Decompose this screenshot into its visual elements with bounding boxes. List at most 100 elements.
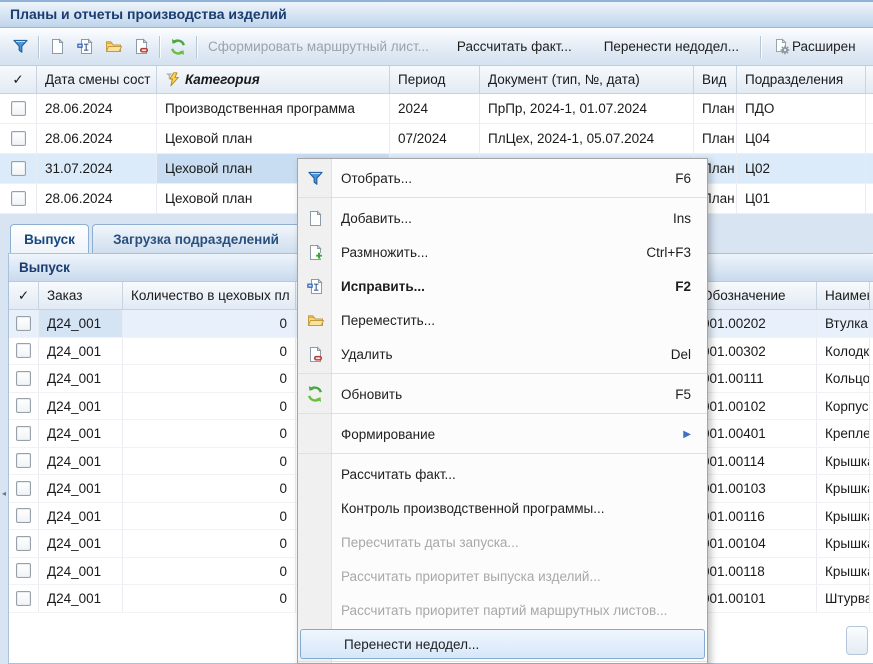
toolbar-separator [38, 35, 39, 58]
cell-name: Корпус [817, 392, 870, 419]
menu-item-refresh[interactable]: Обновить F5 ▶ [298, 377, 707, 411]
cell-document: ПрПр, 2024-1, 01.07.2024 [480, 94, 694, 123]
cell-order: Д24_001 [39, 585, 123, 612]
row-checkbox[interactable] [16, 508, 31, 524]
plans-table-row[interactable]: 28.06.2024 Цеховой план 07/2024 ПлЦех, 2… [0, 124, 873, 154]
menu-item-filter[interactable]: Отобрать... F6 ▶ [298, 161, 707, 195]
row-checkbox[interactable] [16, 315, 31, 331]
cell-date: 28.06.2024 [37, 124, 157, 153]
cell-order: Д24_001 [39, 365, 123, 392]
menu-item-shortcut: Del [670, 346, 691, 362]
tab-output[interactable]: Выпуск [10, 224, 89, 253]
row-checkbox[interactable] [16, 563, 31, 579]
row-checkbox[interactable] [16, 453, 31, 469]
cell-qty: 0 [123, 502, 296, 529]
menu-item-label: Перенести недодел... [344, 636, 480, 652]
delete-button[interactable] [127, 33, 155, 60]
menu-item-move[interactable]: Переместить... ▶ [298, 303, 707, 337]
menu-item-label: Добавить... [341, 210, 412, 226]
header-name[interactable]: Наименование [817, 282, 870, 309]
row-checkbox[interactable] [16, 480, 31, 496]
cell-spacer [866, 94, 873, 123]
row-checkbox[interactable] [16, 343, 31, 359]
cell-qty: 0 [123, 447, 296, 474]
cell-name: Крышка [817, 557, 870, 584]
header-qty[interactable]: Количество в цеховых пл [123, 282, 296, 309]
menu-item-label: Отобрать... [341, 170, 412, 186]
menu-item-delete[interactable]: Удалить Del ▶ [298, 337, 707, 371]
menu-item-label: Рассчитать факт... [341, 466, 456, 482]
row-checkbox[interactable] [16, 535, 31, 551]
move-button[interactable] [99, 33, 127, 60]
menu-item-shortcut: F5 [675, 386, 691, 402]
cell-qty: 0 [123, 585, 296, 612]
row-checkbox[interactable] [16, 398, 31, 414]
cell-qty: 0 [123, 530, 296, 557]
menu-item-label: Размножить... [341, 244, 429, 260]
cell-name: Штурва [817, 585, 870, 612]
header-check[interactable]: ✓ [0, 66, 37, 93]
cell-division: Ц02 [737, 154, 866, 183]
header-kind[interactable]: Вид [694, 66, 737, 93]
lightning-filter-icon [165, 72, 180, 87]
cell-qty: 0 [123, 365, 296, 392]
cell-designation: 001.00116 [691, 502, 817, 529]
header-category[interactable]: Категория [157, 66, 390, 93]
toolbar-separator [759, 35, 761, 58]
cell-period: 2024 [390, 94, 480, 123]
header-period[interactable]: Период [390, 66, 480, 93]
edit-button[interactable] [71, 33, 99, 60]
menu-item-label: Рассчитать приоритет выпуска изделий... [341, 568, 601, 584]
cell-designation: 001.00103 [691, 475, 817, 502]
row-checkbox[interactable] [10, 161, 26, 176]
header-date[interactable]: Дата смены сост [37, 66, 157, 93]
toolbar-separator [196, 35, 197, 58]
menu-item-control-program[interactable]: Контроль производственной программы... ▶ [298, 491, 707, 525]
carry-backlog-button[interactable]: Перенести недодел... [597, 33, 746, 60]
add-button[interactable] [43, 33, 71, 60]
menu-item-carry-backlog[interactable]: Перенести недодел... ▶ [300, 629, 705, 659]
advanced-gear-icon [772, 37, 792, 57]
menu-item-shortcut: F6 [675, 170, 691, 186]
filter-button[interactable] [6, 33, 34, 60]
cell-spacer [866, 154, 873, 183]
tab-load-divisions[interactable]: Загрузка подразделений [92, 224, 300, 253]
cell-designation: 001.00118 [691, 557, 817, 584]
row-checkbox[interactable] [10, 131, 26, 146]
refresh-button[interactable] [164, 33, 192, 60]
row-checkbox[interactable] [16, 370, 31, 386]
menu-item-recalc-launch-dates: Пересчитать даты запуска... ▶ [298, 525, 707, 559]
menu-item-shortcut: Ins [672, 210, 691, 226]
menu-item-label: Контроль производственной программы... [341, 500, 605, 516]
row-checkbox[interactable] [10, 191, 26, 206]
menu-item-calc-fact[interactable]: Рассчитать факт... ▶ [298, 457, 707, 491]
menu-item-add[interactable]: Добавить... Ins ▶ [298, 201, 707, 235]
plans-table-header: ✓ Дата смены сост Категория Период Докум… [0, 66, 873, 94]
refresh-icon [168, 37, 188, 57]
cell-name: Крышка [817, 530, 870, 557]
cell-designation: 001.00111 [691, 365, 817, 392]
cell-kind: План [694, 124, 737, 153]
header-division[interactable]: Подразделения [737, 66, 866, 93]
collapse-arrow-icon[interactable]: ◂ [1, 488, 6, 498]
advanced-button[interactable]: Расширен [765, 33, 863, 60]
row-checkbox[interactable] [10, 101, 26, 116]
row-checkbox[interactable] [16, 590, 31, 606]
plans-table-row[interactable]: 28.06.2024 Производственная программа 20… [0, 94, 873, 124]
header-designation[interactable]: Обозначение [691, 282, 817, 309]
menu-item-edit[interactable]: Исправить... F2 ▶ [298, 269, 707, 303]
form-route-sheet-button: Сформировать маршрутный лист... [201, 33, 436, 60]
header-document[interactable]: Документ (тип, №, дата) [480, 66, 694, 93]
row-checkbox[interactable] [16, 425, 31, 441]
menu-item-formation[interactable]: Формирование ▶ [298, 417, 707, 451]
scrollbar-thumb[interactable] [846, 626, 868, 655]
calc-fact-button[interactable]: Рассчитать факт... [450, 33, 579, 60]
cell-order: Д24_001 [39, 475, 123, 502]
header-check[interactable]: ✓ [9, 282, 39, 309]
menu-item-duplicate[interactable]: Размножить... Ctrl+F3 ▶ [298, 235, 707, 269]
cell-designation: 001.00104 [691, 530, 817, 557]
header-order[interactable]: Заказ [39, 282, 123, 309]
cell-spacer [866, 124, 873, 153]
cell-qty: 0 [123, 475, 296, 502]
